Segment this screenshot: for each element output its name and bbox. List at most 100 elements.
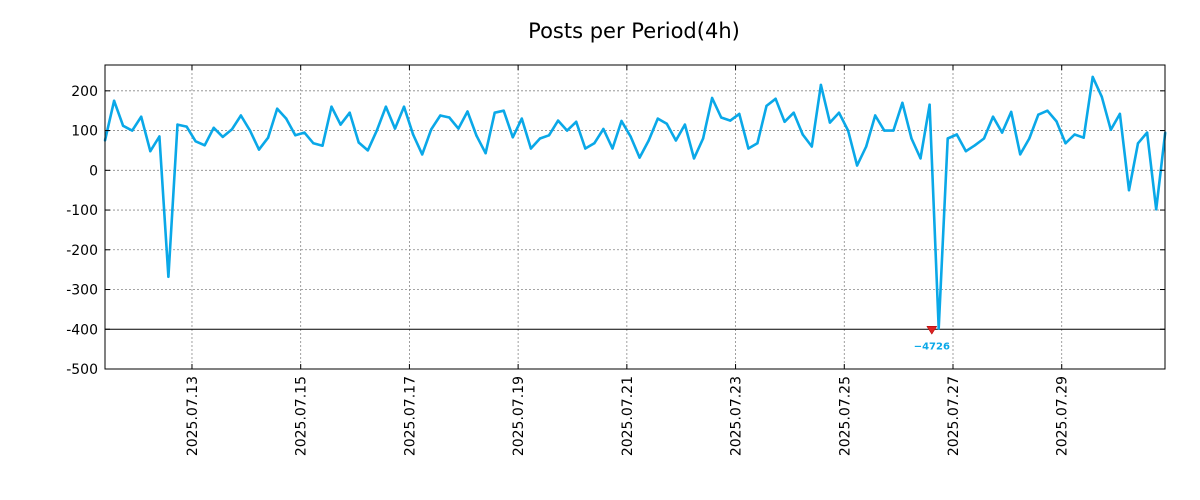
data-point bbox=[1064, 142, 1067, 145]
data-point bbox=[747, 147, 750, 150]
data-point bbox=[892, 129, 895, 132]
data-point bbox=[683, 123, 687, 126]
y-tick-label: 0 bbox=[89, 163, 98, 179]
data-point bbox=[982, 137, 986, 140]
series-layer bbox=[103, 75, 1167, 330]
data-point bbox=[647, 139, 650, 142]
data-point bbox=[285, 117, 288, 120]
grid-layer bbox=[105, 65, 1165, 369]
data-point bbox=[991, 115, 995, 118]
data-point bbox=[212, 126, 215, 129]
data-point bbox=[1055, 120, 1058, 123]
data-point bbox=[1000, 131, 1004, 134]
data-point bbox=[121, 124, 125, 128]
data-point bbox=[674, 139, 678, 142]
y-axis: 200 100 0 -100 -200 -300 -400 -500 bbox=[66, 84, 1165, 378]
data-point bbox=[883, 129, 886, 132]
data-point bbox=[720, 116, 723, 119]
data-point bbox=[140, 115, 143, 118]
data-point bbox=[321, 144, 324, 147]
data-point bbox=[692, 157, 696, 160]
data-point bbox=[411, 133, 415, 136]
data-point bbox=[248, 129, 252, 132]
x-tick-label: 2025.07.23 bbox=[729, 376, 745, 456]
data-point bbox=[656, 117, 659, 120]
x-tick-label: 2025.07.21 bbox=[620, 376, 636, 456]
y-tick-label: 100 bbox=[71, 124, 98, 140]
data-point bbox=[765, 104, 768, 108]
data-point bbox=[185, 125, 188, 128]
data-point bbox=[194, 140, 197, 143]
data-point bbox=[1073, 133, 1076, 136]
data-point bbox=[801, 133, 804, 136]
data-point bbox=[303, 131, 306, 134]
y-tick-label: -500 bbox=[66, 362, 98, 378]
x-tick-label: 2025.07.27 bbox=[946, 376, 962, 456]
y-tick-label: -300 bbox=[66, 283, 98, 299]
data-point bbox=[484, 152, 487, 155]
data-point bbox=[565, 129, 569, 132]
data-point bbox=[855, 164, 859, 167]
data-point bbox=[919, 157, 922, 160]
chart-title: Posts per Period(4h) bbox=[528, 19, 740, 43]
data-point bbox=[1010, 110, 1013, 114]
data-point bbox=[384, 105, 388, 108]
x-tick-label: 2025.07.15 bbox=[294, 376, 310, 456]
x-tick-label: 2025.07.17 bbox=[402, 376, 418, 456]
data-point bbox=[230, 128, 234, 131]
data-point bbox=[294, 134, 297, 137]
data-point bbox=[203, 144, 206, 147]
data-point bbox=[149, 150, 152, 153]
data-point bbox=[575, 120, 578, 124]
data-point bbox=[638, 156, 641, 159]
data-point bbox=[112, 99, 116, 103]
data-point bbox=[330, 105, 333, 108]
data-point bbox=[276, 107, 279, 110]
data-point bbox=[629, 135, 632, 138]
data-point bbox=[593, 142, 596, 145]
data-point bbox=[611, 147, 614, 150]
data-point bbox=[1091, 75, 1094, 79]
data-point bbox=[312, 142, 315, 145]
data-point bbox=[584, 147, 587, 150]
data-point bbox=[710, 96, 714, 100]
data-point bbox=[511, 136, 514, 139]
x-tick-label: 2025.07.13 bbox=[185, 376, 201, 456]
data-point bbox=[729, 119, 732, 122]
data-point bbox=[1028, 137, 1031, 140]
data-point bbox=[1037, 113, 1040, 116]
data-point bbox=[1046, 109, 1049, 112]
data-point bbox=[493, 111, 496, 114]
series-line bbox=[103, 75, 1167, 330]
data-point bbox=[738, 112, 741, 116]
data-point bbox=[167, 275, 170, 278]
data-point bbox=[538, 137, 542, 140]
data-point bbox=[1127, 189, 1131, 192]
data-point bbox=[792, 111, 795, 114]
data-point bbox=[910, 137, 913, 140]
data-point bbox=[221, 135, 224, 139]
marker-layer: −4726 bbox=[914, 326, 950, 352]
data-point bbox=[937, 327, 940, 330]
data-point bbox=[973, 144, 977, 147]
data-point bbox=[701, 137, 705, 140]
x-tick-label: 2025.07.29 bbox=[1055, 376, 1071, 456]
x-tick-label: 2025.07.19 bbox=[511, 376, 527, 456]
data-point bbox=[448, 116, 451, 119]
data-point bbox=[1082, 136, 1085, 139]
data-point bbox=[819, 83, 823, 87]
data-point bbox=[1145, 131, 1149, 134]
y-tick-label: -400 bbox=[66, 322, 98, 338]
data-point bbox=[1100, 95, 1104, 99]
data-point bbox=[928, 103, 931, 106]
x-tick-label: 2025.07.25 bbox=[837, 376, 853, 456]
data-point bbox=[774, 97, 777, 101]
data-point bbox=[457, 127, 460, 130]
data-point bbox=[421, 153, 424, 156]
data-point bbox=[366, 149, 369, 152]
data-point bbox=[1109, 128, 1113, 131]
data-point bbox=[783, 120, 786, 124]
data-point bbox=[266, 136, 270, 139]
data-point bbox=[556, 119, 560, 122]
